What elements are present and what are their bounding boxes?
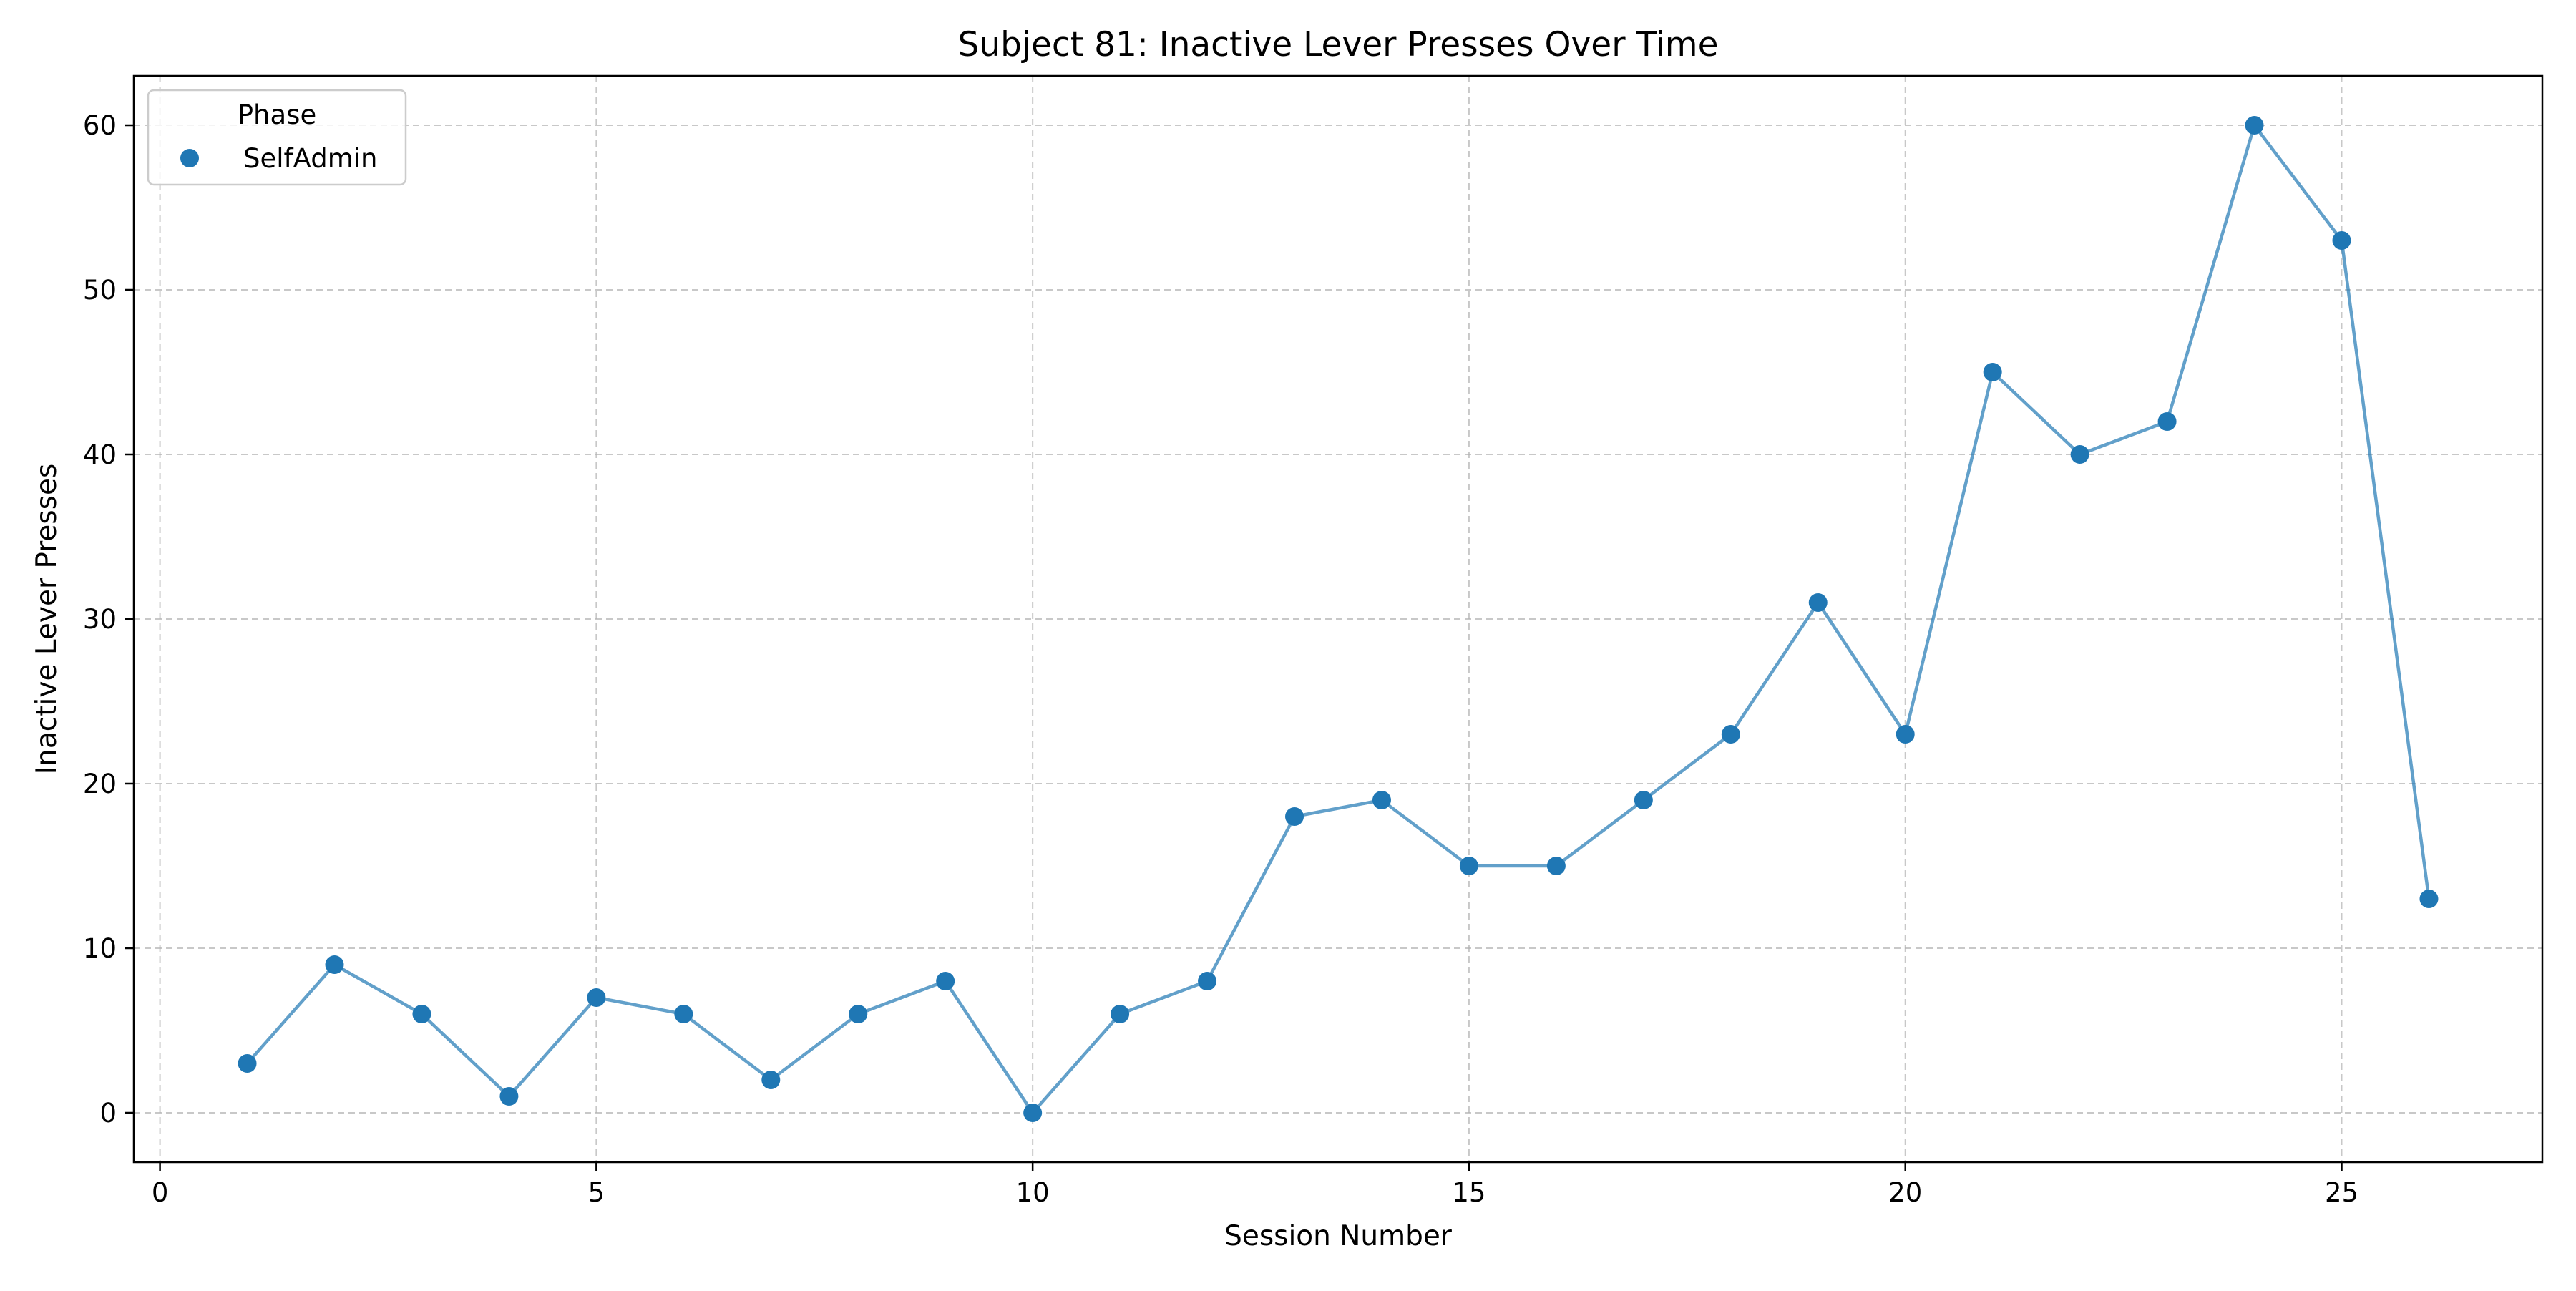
- x-axis-label: Session Number: [1224, 1220, 1453, 1252]
- data-point: [325, 955, 344, 974]
- y-tick-label: 20: [83, 769, 117, 799]
- chart-title: Subject 81: Inactive Lever Presses Over …: [958, 25, 1719, 64]
- legend-box: [147, 89, 407, 186]
- x-tick-label: 20: [1888, 1177, 1922, 1208]
- legend-marker-selfadmin: [180, 149, 199, 167]
- data-point: [761, 1071, 781, 1089]
- y-tick-label: 30: [83, 604, 117, 635]
- y-tick-label: 0: [99, 1098, 117, 1129]
- data-point: [1023, 1104, 1043, 1122]
- data-point: [1285, 807, 1304, 826]
- grid: [134, 76, 2542, 1162]
- x-tick-label: 10: [1016, 1177, 1050, 1208]
- data-point: [2245, 116, 2264, 135]
- legend-label-selfadmin: SelfAdmin: [243, 143, 377, 174]
- legend-title: Phase: [238, 99, 316, 130]
- x-tick-label: 15: [1452, 1177, 1485, 1208]
- series-line: [245, 123, 2431, 1115]
- data-point: [1808, 593, 1828, 612]
- y-tick-label: 40: [83, 439, 117, 470]
- data-point: [849, 1005, 868, 1023]
- data-point: [2157, 412, 2177, 431]
- x-tick-label: 25: [2325, 1177, 2358, 1208]
- data-point: [238, 1054, 257, 1073]
- y-axis-label: Inactive Lever Presses: [31, 464, 63, 775]
- data-point: [2070, 445, 2089, 464]
- data-point: [1198, 972, 1217, 990]
- series-layer: [238, 116, 2439, 1122]
- data-point: [1896, 725, 1915, 744]
- data-point: [1111, 1005, 1130, 1023]
- data-point: [2419, 890, 2439, 908]
- ticks: 0 5 10 15 20 25 0 10 20 30 40 50 60: [83, 110, 2358, 1208]
- data-point: [587, 988, 606, 1007]
- y-tick-label: 60: [83, 110, 117, 141]
- y-tick-label: 50: [83, 275, 117, 306]
- data-point: [936, 972, 955, 990]
- x-tick-label: 0: [152, 1177, 169, 1208]
- y-tick-label: 10: [83, 933, 117, 964]
- data-point: [674, 1005, 693, 1023]
- x-tick-label: 5: [588, 1177, 605, 1208]
- data-point: [1721, 725, 1740, 744]
- data-point: [2332, 231, 2351, 250]
- data-point: [412, 1005, 431, 1023]
- data-point: [1459, 857, 1478, 875]
- data-point: [499, 1087, 519, 1106]
- data-point: [1546, 857, 1566, 875]
- data-point: [1634, 791, 1653, 809]
- data-point: [1983, 363, 2002, 381]
- data-point: [1372, 791, 1391, 809]
- legend: Phase SelfAdmin: [147, 89, 407, 186]
